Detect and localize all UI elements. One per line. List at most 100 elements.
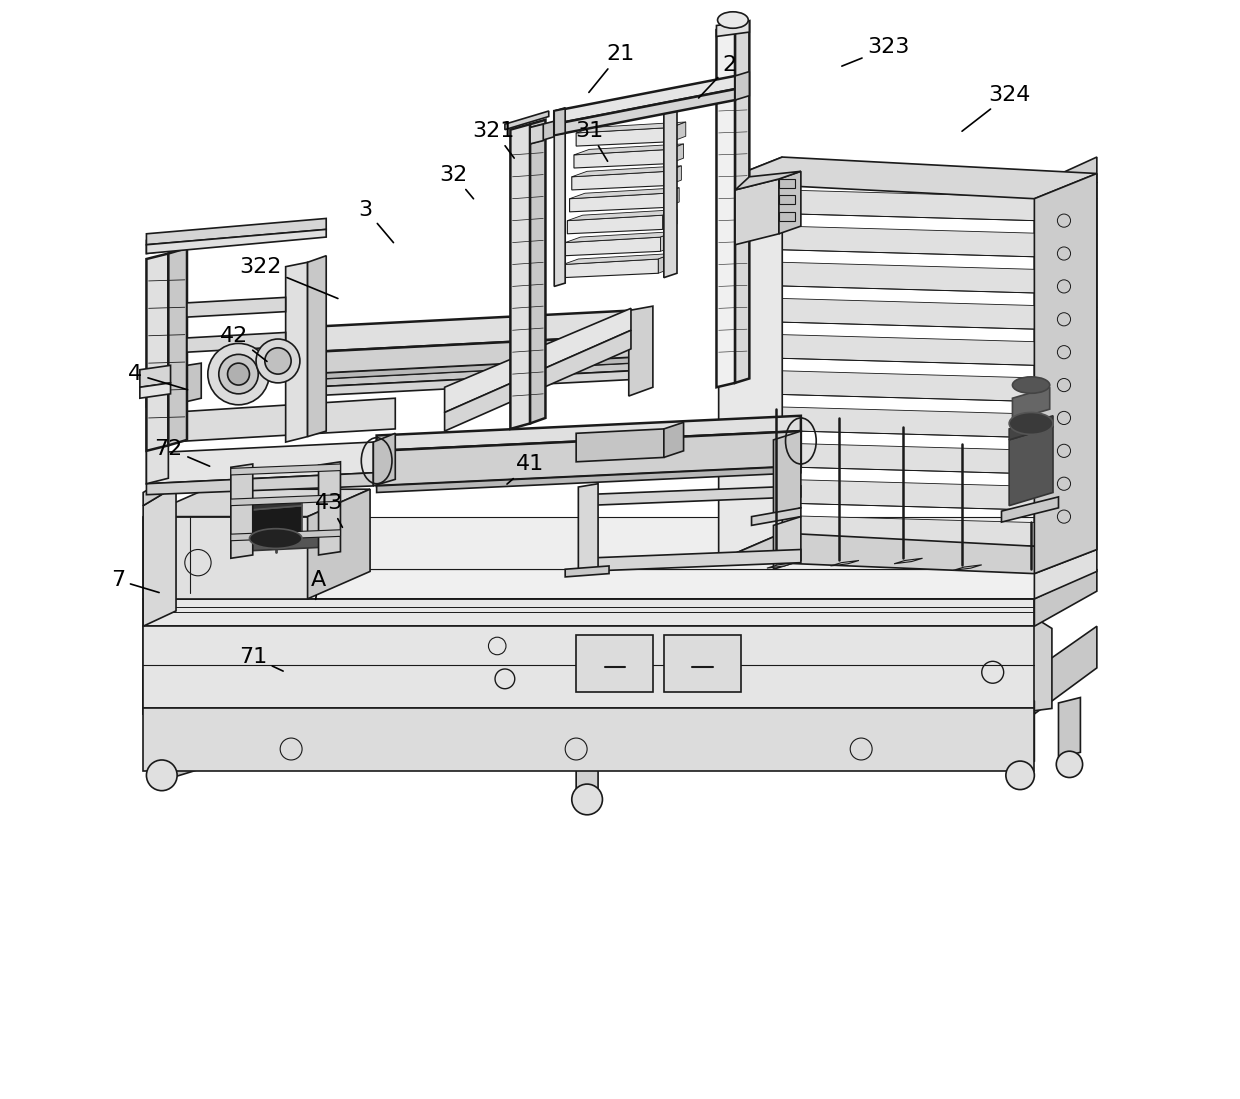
Polygon shape bbox=[894, 558, 923, 564]
Polygon shape bbox=[670, 144, 683, 164]
Ellipse shape bbox=[1012, 377, 1050, 393]
Polygon shape bbox=[154, 701, 181, 768]
Text: 321: 321 bbox=[472, 121, 515, 158]
Text: 41: 41 bbox=[507, 454, 544, 484]
Text: 71: 71 bbox=[238, 647, 283, 671]
Circle shape bbox=[208, 343, 269, 404]
Polygon shape bbox=[774, 517, 801, 569]
Polygon shape bbox=[143, 569, 1097, 599]
Polygon shape bbox=[574, 149, 670, 168]
Polygon shape bbox=[577, 765, 598, 792]
Polygon shape bbox=[751, 508, 801, 525]
Polygon shape bbox=[249, 500, 303, 510]
Polygon shape bbox=[187, 363, 201, 401]
Circle shape bbox=[255, 338, 300, 382]
Polygon shape bbox=[140, 382, 171, 398]
Polygon shape bbox=[735, 21, 749, 382]
Polygon shape bbox=[574, 144, 683, 155]
Polygon shape bbox=[563, 254, 672, 265]
Polygon shape bbox=[154, 762, 201, 776]
Polygon shape bbox=[554, 108, 565, 287]
Polygon shape bbox=[308, 256, 326, 436]
Ellipse shape bbox=[718, 12, 748, 29]
Polygon shape bbox=[719, 334, 1097, 365]
Polygon shape bbox=[206, 517, 1034, 569]
Circle shape bbox=[265, 347, 291, 374]
Ellipse shape bbox=[1009, 412, 1053, 434]
Polygon shape bbox=[565, 237, 661, 256]
Polygon shape bbox=[719, 157, 782, 560]
Polygon shape bbox=[1009, 701, 1034, 768]
Polygon shape bbox=[143, 517, 308, 599]
Polygon shape bbox=[308, 311, 631, 352]
Polygon shape bbox=[143, 473, 176, 506]
Text: A: A bbox=[311, 570, 326, 599]
Polygon shape bbox=[146, 390, 169, 484]
Polygon shape bbox=[1009, 426, 1053, 506]
Polygon shape bbox=[1009, 618, 1052, 714]
Polygon shape bbox=[565, 566, 609, 577]
Polygon shape bbox=[582, 486, 801, 506]
Polygon shape bbox=[1034, 174, 1097, 574]
Bar bbox=[779, 196, 795, 204]
Polygon shape bbox=[143, 611, 190, 714]
Polygon shape bbox=[231, 530, 341, 541]
Text: 42: 42 bbox=[219, 325, 267, 362]
Polygon shape bbox=[672, 122, 686, 142]
Polygon shape bbox=[187, 333, 285, 352]
Text: 324: 324 bbox=[962, 85, 1030, 131]
Polygon shape bbox=[169, 398, 396, 442]
Polygon shape bbox=[719, 533, 1097, 574]
Polygon shape bbox=[719, 226, 1097, 257]
Polygon shape bbox=[146, 254, 169, 451]
Polygon shape bbox=[231, 464, 341, 475]
Polygon shape bbox=[531, 120, 559, 144]
Text: 31: 31 bbox=[575, 121, 608, 162]
Polygon shape bbox=[719, 407, 1097, 437]
Text: 322: 322 bbox=[239, 257, 337, 299]
Polygon shape bbox=[719, 299, 1097, 330]
Polygon shape bbox=[1012, 387, 1050, 420]
Polygon shape bbox=[143, 486, 176, 626]
Polygon shape bbox=[143, 626, 1034, 709]
Polygon shape bbox=[146, 234, 187, 254]
Polygon shape bbox=[249, 506, 303, 541]
Polygon shape bbox=[531, 124, 543, 144]
Polygon shape bbox=[143, 709, 1034, 770]
Polygon shape bbox=[719, 190, 1097, 221]
Polygon shape bbox=[565, 232, 675, 243]
Polygon shape bbox=[505, 111, 549, 130]
Polygon shape bbox=[377, 415, 801, 451]
Polygon shape bbox=[578, 484, 598, 571]
Polygon shape bbox=[143, 626, 1097, 670]
Polygon shape bbox=[663, 635, 740, 692]
Polygon shape bbox=[766, 563, 795, 568]
Polygon shape bbox=[554, 76, 735, 124]
Polygon shape bbox=[146, 365, 187, 396]
Polygon shape bbox=[569, 188, 680, 199]
Polygon shape bbox=[308, 370, 631, 396]
Polygon shape bbox=[658, 254, 672, 274]
Polygon shape bbox=[719, 370, 1097, 401]
Ellipse shape bbox=[249, 529, 303, 548]
Text: 21: 21 bbox=[589, 44, 634, 92]
Text: 2: 2 bbox=[698, 55, 737, 98]
Polygon shape bbox=[717, 21, 749, 36]
Bar bbox=[779, 212, 795, 221]
Polygon shape bbox=[719, 157, 1097, 199]
Polygon shape bbox=[577, 127, 672, 146]
Polygon shape bbox=[568, 215, 662, 234]
Text: 72: 72 bbox=[154, 439, 210, 466]
Polygon shape bbox=[1034, 182, 1097, 599]
Polygon shape bbox=[146, 219, 326, 245]
Polygon shape bbox=[779, 171, 801, 234]
Polygon shape bbox=[146, 390, 187, 407]
Circle shape bbox=[572, 784, 603, 814]
Circle shape bbox=[228, 363, 249, 385]
Polygon shape bbox=[377, 431, 801, 486]
Polygon shape bbox=[667, 166, 682, 186]
Polygon shape bbox=[1034, 626, 1097, 714]
Text: 4: 4 bbox=[129, 364, 187, 390]
Bar bbox=[779, 179, 795, 188]
Polygon shape bbox=[231, 464, 253, 558]
